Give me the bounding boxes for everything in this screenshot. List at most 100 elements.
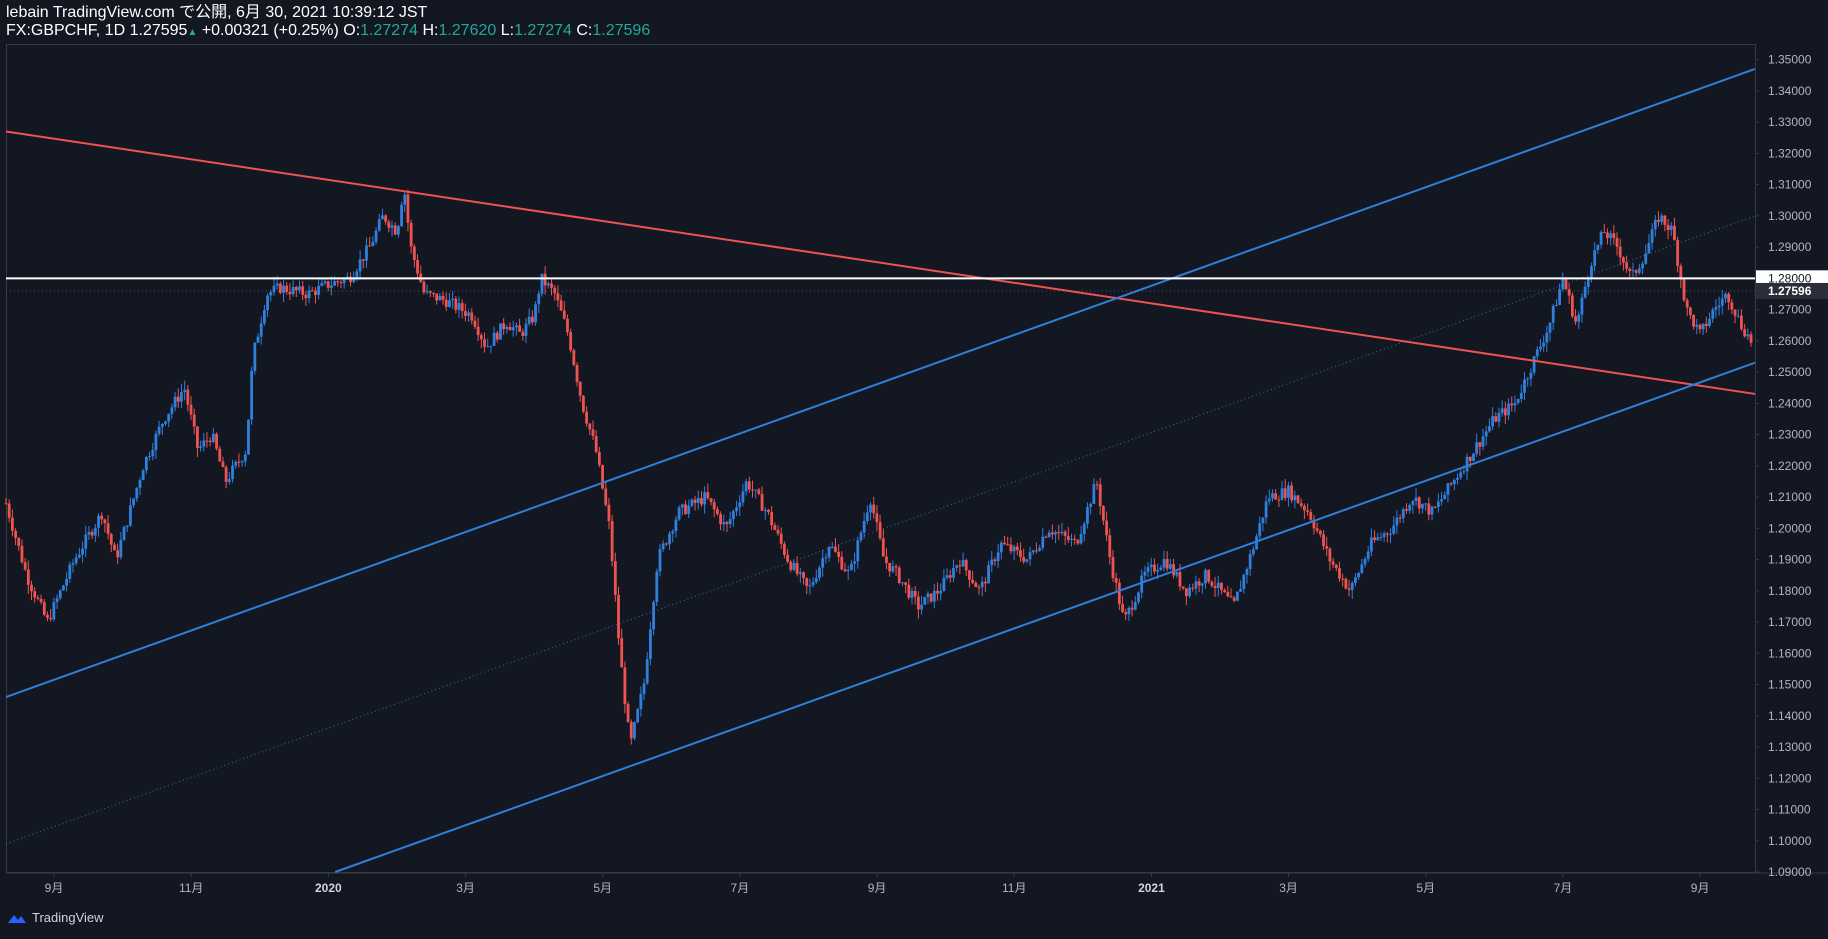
candle-body (1507, 403, 1510, 416)
candle-body (738, 502, 742, 508)
candle-body (463, 311, 467, 316)
candle-body (652, 602, 656, 630)
candle-body (779, 533, 783, 544)
y-axis[interactable]: 1.09000 1.10000 1.11000 1.12000 1.13000 1.140… (1755, 53, 1828, 879)
ohlc-line: FX:GBPCHF, 1D 1.27595▲ +0.00321 (+0.25%)… (6, 22, 650, 42)
candle-body (901, 582, 904, 584)
candle-body (1124, 612, 1128, 615)
trendlines-group[interactable] (5, 68, 1756, 873)
x-axis[interactable]: 9月 11月 2020 3月 5月 7月 9月 11月 2021 3月 5月 7月 9月 (45, 873, 1710, 895)
candle-body (1318, 530, 1322, 535)
candle-body (1392, 525, 1396, 534)
candle-body (1175, 572, 1179, 576)
candle-body (818, 567, 821, 578)
last-price: 1.27595 (129, 22, 188, 39)
x-tick-label: 7月 (1554, 881, 1573, 895)
candles-group (4, 189, 1753, 745)
candle-body (1066, 535, 1070, 540)
candle-body (1523, 379, 1526, 393)
candle-body (100, 515, 104, 520)
candle-body (1727, 293, 1731, 303)
candle-body (1465, 456, 1469, 472)
candle-body (1184, 588, 1188, 597)
candle-body (1411, 501, 1415, 505)
y-tick-label: 1.26000 (1768, 334, 1812, 348)
x-tick-label: 9月 (45, 881, 64, 895)
last-price-label: 1.27596 (1768, 284, 1812, 298)
candle-body (1105, 520, 1109, 536)
candle-body (649, 629, 652, 660)
candle-body (1558, 289, 1562, 305)
candle-body (904, 582, 908, 585)
candle-body (1235, 591, 1239, 601)
candle-body (68, 564, 72, 579)
y-tick-label: 1.23000 (1768, 428, 1812, 442)
candle-body (1682, 279, 1686, 301)
candle-body (460, 303, 464, 312)
trend-line[interactable] (5, 68, 1756, 698)
candle-body (1038, 547, 1042, 551)
level-price-tag[interactable] (1756, 270, 1828, 287)
candle-body (674, 519, 678, 532)
candle-body (1580, 297, 1584, 315)
candle-body (473, 320, 477, 327)
candle-body (1628, 268, 1632, 271)
chart-header: lebain TradingView.com で公開, 6月 30, 2021 … (6, 4, 650, 42)
candle-body (1216, 582, 1220, 588)
candle-body (1488, 426, 1491, 432)
candle-body (492, 332, 496, 346)
candle-body (1436, 501, 1440, 508)
candle-body (467, 312, 470, 316)
candle-body (569, 332, 573, 351)
candle-body (1200, 583, 1204, 586)
candle-body (575, 364, 579, 382)
candle-body (406, 194, 410, 223)
candle-body (74, 557, 78, 564)
y-tick-label: 1.13000 (1768, 740, 1812, 754)
candle-body (1031, 550, 1035, 553)
candle-body (610, 521, 614, 562)
candle-body (157, 426, 161, 434)
candle-body (278, 283, 282, 293)
candle-body (135, 487, 139, 499)
candle-body (479, 335, 483, 340)
candle-body (1685, 300, 1689, 308)
x-tick-label: 2020 (315, 881, 342, 895)
candle-body (1596, 244, 1600, 251)
candle-body (1583, 286, 1587, 298)
trend-line[interactable] (334, 361, 1756, 873)
candle-body (1717, 305, 1721, 308)
candle-body (754, 489, 758, 491)
candle-body (952, 567, 955, 578)
candle-body (282, 285, 285, 293)
candle-body (317, 285, 321, 295)
candle-body (23, 562, 27, 570)
candle-body (46, 614, 49, 618)
candle-body (1079, 534, 1083, 544)
candle-body (1736, 315, 1740, 317)
candle-body (1188, 587, 1191, 597)
y-tick-label: 1.34000 (1768, 84, 1812, 98)
candle-body (1242, 574, 1246, 590)
candle-body (234, 461, 238, 466)
candle-body (368, 245, 372, 247)
candle-body (1137, 592, 1140, 603)
candle-body (687, 505, 691, 514)
x-tick-label: 9月 (868, 881, 887, 895)
candle-body (495, 332, 499, 340)
trend-line[interactable] (5, 130, 1756, 395)
candle-body (1421, 503, 1424, 509)
candle-body (432, 292, 435, 294)
candle-body (361, 259, 365, 261)
y-tick-label: 1.31000 (1768, 178, 1812, 192)
x-tick-label: 11月 (1002, 881, 1026, 895)
candle-body (129, 505, 132, 526)
candle-body (1108, 535, 1112, 558)
candle-body (77, 554, 81, 558)
trend-line-dotted[interactable] (5, 215, 1756, 845)
candle-body (1376, 537, 1380, 541)
candle-body (869, 504, 872, 513)
candle-body (1449, 483, 1453, 485)
tradingview-logo[interactable]: TradingView (6, 910, 104, 925)
